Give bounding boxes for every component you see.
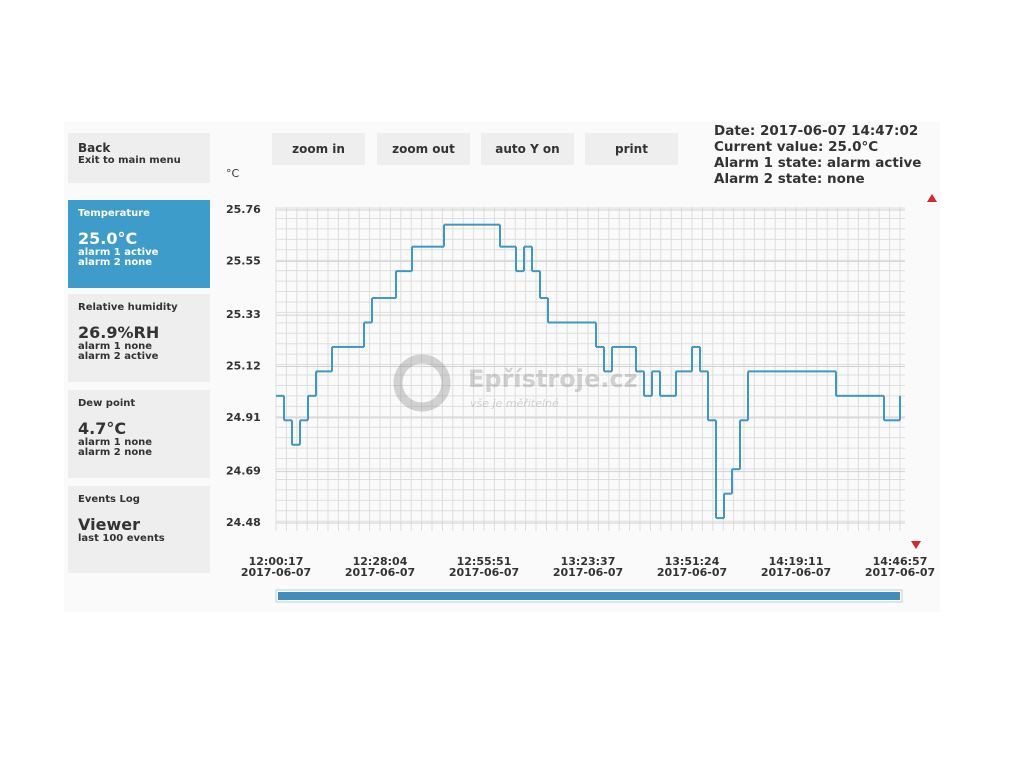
tile-line: last 100 events (78, 533, 165, 544)
y-tick-label: 24.48 (226, 516, 261, 529)
status-line: Alarm 1 state: alarm active (714, 155, 922, 171)
y-tick-label: 24.69 (226, 465, 261, 478)
x-tick-date: 2017-06-07 (865, 566, 935, 579)
back-title: Back (78, 141, 111, 155)
tile-value: Viewer (78, 515, 140, 534)
sensor-tile[interactable]: Dew point 4.7°C alarm 1 none alarm 2 non… (68, 390, 210, 478)
x-tick-date: 2017-06-07 (241, 566, 311, 579)
x-tick-time: 12:55:51 (457, 555, 512, 568)
events-tile[interactable]: Events Log Viewer last 100 events (68, 486, 210, 573)
tile-line: alarm 2 active (78, 351, 159, 362)
status-line: Current value: 25.0°C (714, 139, 879, 155)
back-button[interactable]: Back Exit to main menu (68, 133, 210, 183)
x-tick-time: 13:23:37 (561, 555, 616, 568)
zoom-in-button[interactable]: zoom in (272, 133, 365, 165)
tile-line: alarm 2 none (78, 257, 153, 268)
sensor-tile[interactable]: Relative humidity 26.9%RH alarm 1 none a… (68, 294, 210, 382)
tile-label: Relative humidity (78, 302, 178, 313)
tile-label: Temperature (78, 208, 150, 219)
print-button[interactable]: print (585, 133, 678, 165)
x-tick-time: 14:46:57 (873, 555, 928, 568)
x-tick-time: 12:00:17 (249, 555, 304, 568)
y-tick-label: 25.76 (226, 203, 261, 216)
y-tick-label: 25.12 (226, 360, 261, 373)
y-tick-label: 25.55 (226, 254, 261, 267)
status-line: Date: 2017-06-07 14:47:02 (714, 123, 919, 139)
scrollbar-thumb[interactable] (278, 592, 900, 600)
x-tick-date: 2017-06-07 (449, 566, 519, 579)
scroll-down[interactable] (911, 541, 921, 549)
status-line: Alarm 2 state: none (714, 171, 865, 187)
tile-value: 25.0°C (78, 229, 138, 248)
x-tick-time: 14:19:11 (769, 555, 824, 568)
zoom-out-button[interactable]: zoom out (377, 133, 470, 165)
watermark: Epřístroje.cz vše je měřitelné (393, 354, 638, 412)
watermark-tagline: vše je měřitelné (470, 397, 559, 410)
tile-line: alarm 1 active (78, 247, 159, 258)
auto-y-button[interactable]: auto Y on (481, 133, 574, 165)
back-subtitle: Exit to main menu (78, 155, 181, 166)
tile-label: Events Log (78, 494, 140, 505)
y-unit: °C (226, 167, 240, 180)
x-tick-date: 2017-06-07 (657, 566, 727, 579)
x-tick-date: 2017-06-07 (761, 566, 831, 579)
tile-value: 26.9%RH (78, 323, 160, 342)
tile-label: Dew point (78, 398, 136, 409)
watermark-logo (393, 354, 451, 412)
y-tick-label: 25.33 (226, 308, 261, 321)
tile-line: alarm 2 none (78, 447, 153, 458)
y-tick-label: 24.91 (226, 411, 261, 424)
tile-value: 4.7°C (78, 419, 127, 438)
x-tick-time: 13:51:24 (665, 555, 720, 568)
tile-line: alarm 1 none (78, 341, 153, 352)
x-tick-time: 12:28:04 (353, 555, 408, 568)
x-tick-date: 2017-06-07 (345, 566, 415, 579)
sensor-tile[interactable]: Temperature 25.0°C alarm 1 active alarm … (68, 200, 210, 288)
x-tick-date: 2017-06-07 (553, 566, 623, 579)
watermark-brand: Epřístroje.cz (468, 365, 638, 393)
tile-line: alarm 1 none (78, 437, 153, 448)
scroll-up[interactable] (927, 194, 937, 202)
